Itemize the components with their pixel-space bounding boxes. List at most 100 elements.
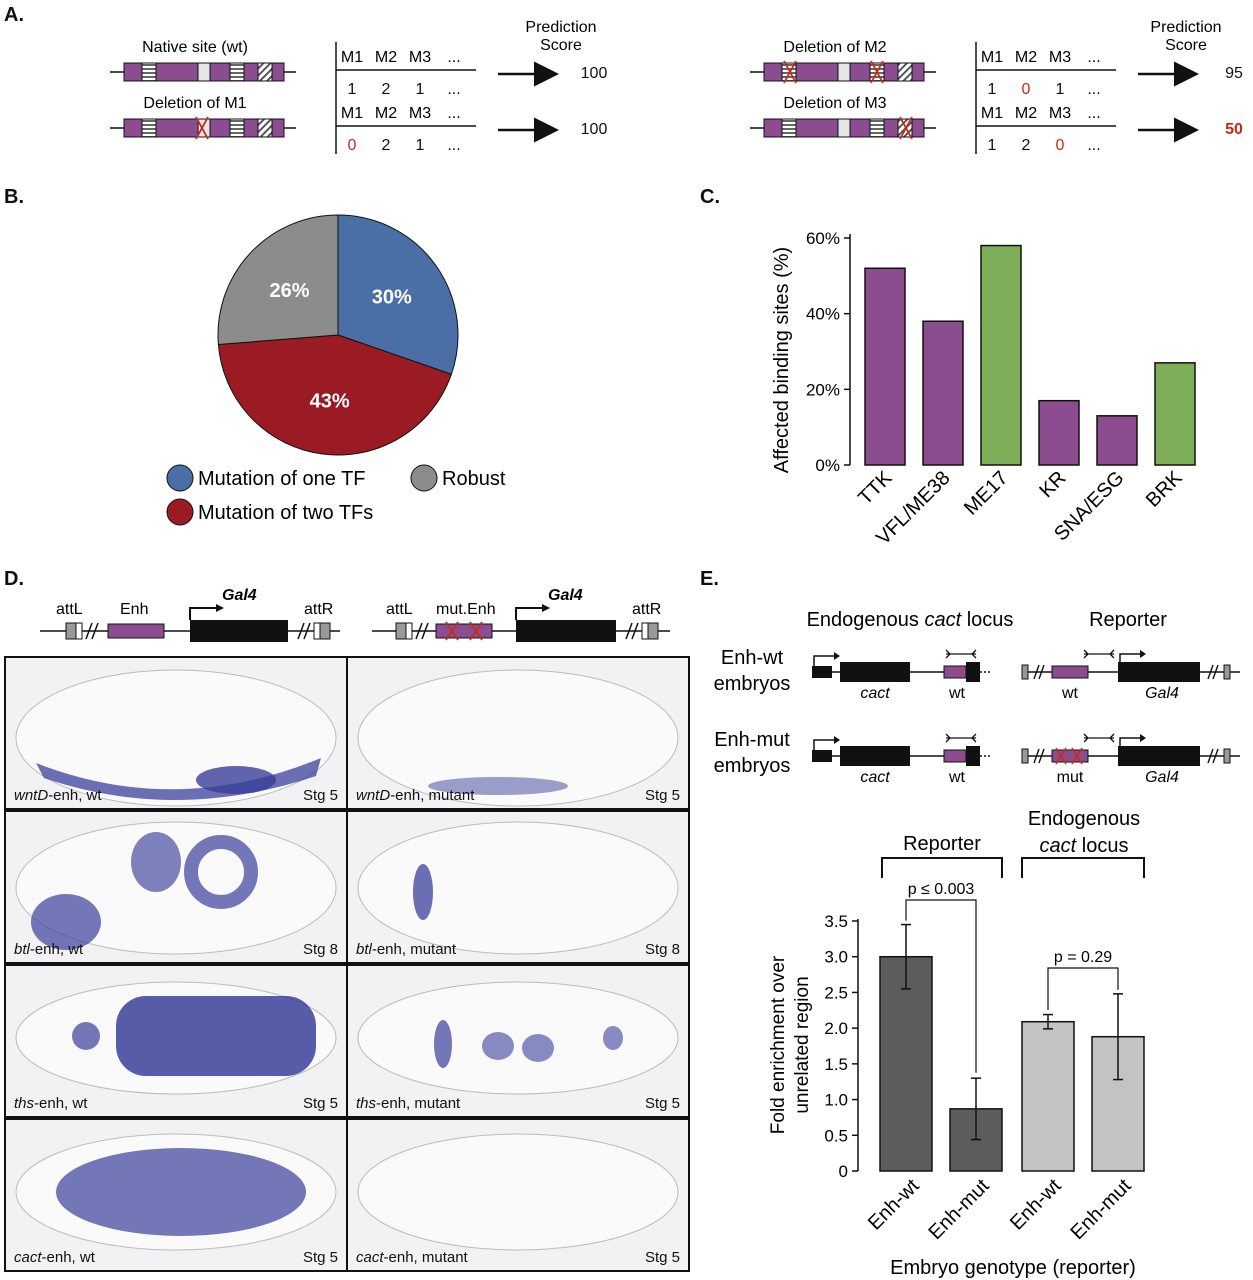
d-wt-attr: attR [304,601,333,618]
score-header-right-2: Score [1165,37,1207,54]
panel-d-constructs: attL Enh Gal4 attR attL mut.Enh Gal4 att… [40,587,670,642]
embryo-image [15,981,337,1095]
embryo-caption: cact-enh, wt [14,1249,95,1266]
motif-m3 [257,118,273,138]
embryo-stage: Stg 5 [644,1249,680,1266]
table-header: M1 [341,105,363,122]
deletion-mark [899,116,913,140]
sig-line-2 [1047,967,1119,1010]
motif-m2 [869,118,885,138]
bracket-endogenous-label-2: cact locus [1040,835,1129,857]
embryo-image [15,669,337,807]
table-header: M3 [1049,105,1071,122]
table-value: 1 [416,81,425,98]
table-header: ... [1087,105,1100,122]
row-label: Deletion of M3 [783,95,886,112]
c-ytick-label: 40% [806,305,840,324]
e-row2-label-1: Enh-mut [714,729,790,751]
bracket-endogenous [1021,857,1145,878]
legend-two-tfs: Mutation of two TFs [198,502,373,524]
e-ytick-label: 3.5 [824,912,848,931]
e-ytick-label: 2.5 [824,983,848,1002]
pie-value-label: 30% [372,287,412,309]
embryo-image-tile: wntD-enh, wt Stg 5 [6,658,346,808]
embryo-image [357,669,679,807]
table-value: 2 [382,81,391,98]
embryo-caption: btl-enh, wt [14,941,84,958]
table-value: ... [1087,81,1100,98]
table-value: 0 [1056,137,1065,154]
table-header: M2 [1015,49,1037,66]
table-value: 0 [348,137,357,154]
table-value: ... [1087,137,1100,154]
e-row1-label-2: embryos [714,673,791,695]
embryo-stage: Stg 5 [302,787,338,804]
embryo-caption: wntD-enh, mutant [356,787,475,804]
bracket-reporter-label: Reporter [903,833,981,855]
embryo-stage: Stg 8 [302,941,338,958]
panel-a-row: Deletion of M3 M1 M2 M3 ... 1 2 0 ... 50 [750,95,1243,154]
panel-e-schematic: Endogenous cact locus Reporter Enh-wt em… [714,609,1240,786]
table-value: ... [447,137,460,154]
reporter-mut-row: mut Gal4 [1021,733,1240,786]
panel-b-letter: B. [4,186,24,208]
e-row1-label-1: Enh-wt [721,647,784,669]
d-mut-gal4: Gal4 [548,587,583,604]
embryo-image [15,821,337,955]
e-bar [1021,1020,1075,1172]
motif-m1 [141,62,157,82]
e-category-label: Enh-mut [925,1175,994,1244]
panel-a-row: Native site (wt) M1 M2 M3 ... 1 2 1 ... 100 [110,39,607,98]
panel-a-row: Deletion of M1 M1 M2 M3 ... 0 2 1 ... 100 [110,95,607,154]
locus-enh-label: wt [948,685,966,702]
motif-m2 [229,118,245,138]
reporter-enh-label: mut [1057,769,1084,786]
e-ytick-label: 2.0 [824,1019,848,1038]
embryo-image-tile: cact-enh, mutant Stg 5 [348,1120,688,1270]
e-row2-label-2: embryos [714,755,791,777]
e-xlabel: Embryo genotype (reporter) [890,1257,1136,1279]
e-header-endogenous: Endogenous cact locus [807,609,1014,631]
e-ylabel-2: unrelated region [792,976,813,1113]
prediction-score: 95 [1225,65,1243,82]
table-value: 1 [988,81,997,98]
c-bar [1038,399,1080,466]
score-header-left-2: Score [540,37,582,54]
row-label: Native site (wt) [142,39,248,56]
e-ytick-label: 1.0 [824,1091,848,1110]
bracket-endogenous-label-1: Endogenous [1028,808,1140,830]
c-bar [922,320,964,466]
c-ylabel: Affected binding sites (%) [771,247,793,473]
row-label: Deletion of M1 [143,95,246,112]
embryo-stage: Stg 5 [302,1095,338,1112]
c-category-label: BRK [1142,467,1187,512]
d-wt-attl: attL [56,601,83,618]
locus-gene-label: cact [860,685,890,702]
motif-m3 [257,62,273,82]
deletion-mark [195,116,209,140]
e-ytick-label: 0 [839,1162,848,1181]
panel-e-chart: Reporter Endogenous cact locus p ≤ 0.003 p =… [768,808,1145,1279]
reporter-gal4-label: Gal4 [1145,685,1179,702]
reporter-wt-row: wt Gal4 [1021,649,1240,702]
table-value: 2 [1022,137,1031,154]
table-header: M2 [375,49,397,66]
legend-swatch-one-tf [166,464,194,492]
table-header: M3 [1049,49,1071,66]
table-value: 1 [988,137,997,154]
table-header: M3 [409,105,431,122]
e-bar [879,955,933,1172]
score-header-right-1: Prediction [1150,19,1221,36]
legend-swatch-two-tfs [166,498,194,526]
table-value: 1 [1056,81,1065,98]
embryo-caption: wntD-enh, wt [14,787,102,804]
panel-e-letter: E. [700,568,719,590]
deletion-mark [870,60,884,84]
panel-c-letter: C. [700,186,720,208]
pie-slice-one-tf [337,214,459,375]
prediction-score: 100 [581,65,608,82]
e-category-label: Enh-wt [1006,1175,1066,1235]
prediction-score: 50 [1225,121,1243,138]
c-bar [1154,362,1196,466]
spacer-box [837,118,851,138]
